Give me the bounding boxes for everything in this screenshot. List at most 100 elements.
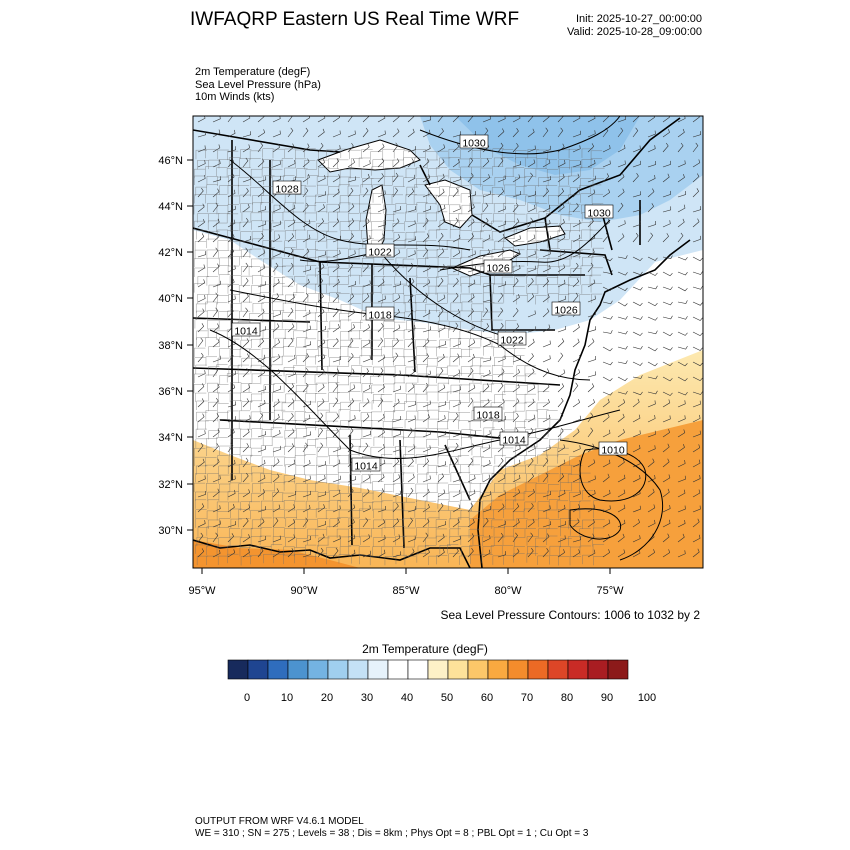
wind-barb bbox=[512, 459, 521, 468]
wind-barb bbox=[572, 220, 581, 228]
wind-barb bbox=[272, 278, 280, 288]
wind-barb bbox=[392, 474, 401, 483]
wind-barb bbox=[437, 415, 446, 423]
wind-barb bbox=[422, 174, 431, 183]
county-line bbox=[360, 374, 372, 384]
wind-barb bbox=[512, 398, 520, 408]
wind-barb bbox=[632, 505, 641, 513]
wind-barb bbox=[527, 547, 534, 558]
wind-barb bbox=[527, 414, 536, 423]
county-line bbox=[350, 500, 362, 510]
wind-barb bbox=[332, 158, 340, 168]
county-line bbox=[482, 203, 494, 213]
county-line bbox=[414, 384, 426, 394]
wind-barb bbox=[662, 160, 671, 168]
wind-barb bbox=[377, 367, 384, 378]
wind-barb bbox=[362, 398, 370, 408]
wind-barb bbox=[542, 428, 550, 438]
county-line bbox=[359, 402, 371, 412]
county-line bbox=[272, 212, 284, 222]
county-line bbox=[340, 420, 352, 430]
wind-barb bbox=[677, 142, 684, 153]
lat-tick-label: 34°N bbox=[158, 432, 183, 444]
wind-barb bbox=[662, 415, 671, 423]
wind-barb bbox=[227, 158, 234, 168]
colorbar-swatch bbox=[407, 659, 429, 680]
county-line bbox=[315, 393, 327, 403]
county-line bbox=[263, 247, 275, 257]
county-line bbox=[206, 555, 218, 566]
county-line bbox=[438, 320, 450, 331]
wind-barb bbox=[497, 503, 505, 513]
county-line bbox=[480, 276, 492, 286]
wind-barb bbox=[407, 292, 414, 303]
wind-barb bbox=[602, 346, 613, 352]
wind-barb bbox=[467, 367, 474, 378]
county-line bbox=[468, 464, 481, 474]
wind-barb bbox=[437, 430, 446, 438]
model-footer: OUTPUT FROM WRF V4.6.1 MODEL WE = 310 ; … bbox=[195, 816, 588, 840]
county-line bbox=[461, 366, 473, 376]
county-line bbox=[591, 267, 603, 277]
county-line bbox=[218, 274, 231, 284]
county-line bbox=[416, 178, 428, 188]
county-line bbox=[285, 294, 297, 304]
wind-barb bbox=[662, 429, 670, 438]
county-line bbox=[547, 176, 560, 187]
wind-barb bbox=[617, 330, 628, 335]
wind-barb bbox=[572, 355, 581, 363]
wind-barb bbox=[512, 532, 518, 543]
county-line bbox=[360, 412, 373, 422]
county-line bbox=[589, 221, 602, 231]
county-line bbox=[461, 301, 473, 311]
county-line bbox=[260, 473, 272, 483]
county-line bbox=[261, 456, 274, 466]
county-line bbox=[449, 204, 461, 214]
wind-barb bbox=[407, 517, 414, 528]
county-line bbox=[239, 410, 251, 420]
wind-barb bbox=[662, 129, 670, 138]
county-line bbox=[502, 157, 514, 167]
county-line bbox=[549, 419, 561, 429]
county-line bbox=[492, 421, 504, 431]
wind-barb bbox=[197, 187, 204, 198]
wind-barb bbox=[677, 443, 685, 453]
wind-barb bbox=[287, 127, 294, 138]
wind-barb bbox=[347, 176, 357, 183]
county-line bbox=[560, 214, 572, 224]
county-line bbox=[437, 266, 449, 277]
county-line bbox=[524, 176, 536, 186]
county-line bbox=[349, 439, 361, 449]
wind-barb bbox=[257, 142, 264, 153]
wind-barb bbox=[587, 399, 595, 408]
wind-barb bbox=[467, 430, 476, 438]
wind-barb bbox=[572, 130, 581, 138]
wind-barb bbox=[272, 535, 281, 543]
wind-barb bbox=[317, 263, 325, 273]
county-line bbox=[205, 457, 217, 467]
wind-barb bbox=[377, 322, 384, 333]
wind-barb bbox=[242, 307, 249, 318]
wind-barb bbox=[242, 262, 249, 273]
county-line bbox=[438, 474, 450, 484]
state-line-1 bbox=[193, 227, 561, 441]
wind-barb bbox=[302, 341, 311, 348]
county-line bbox=[208, 430, 220, 440]
colorbar-swatch bbox=[427, 659, 449, 680]
county-line bbox=[349, 474, 361, 484]
wind-barb bbox=[317, 461, 326, 468]
county-line bbox=[524, 455, 536, 465]
wind-barb bbox=[452, 400, 461, 408]
wind-barb bbox=[272, 220, 281, 228]
wind-barb bbox=[212, 233, 220, 243]
county-line bbox=[503, 483, 515, 493]
wind-barb bbox=[662, 443, 670, 453]
county-line bbox=[373, 266, 385, 276]
wind-barb bbox=[272, 160, 281, 168]
wind-barb bbox=[242, 277, 249, 288]
colorbar-tick-labels: 0 10 20 30 40 50 60 70 80 90 100 bbox=[244, 692, 656, 704]
county-line bbox=[219, 445, 231, 456]
wind-barb bbox=[527, 128, 535, 138]
wind-barb bbox=[287, 219, 296, 228]
county-line bbox=[239, 167, 251, 177]
